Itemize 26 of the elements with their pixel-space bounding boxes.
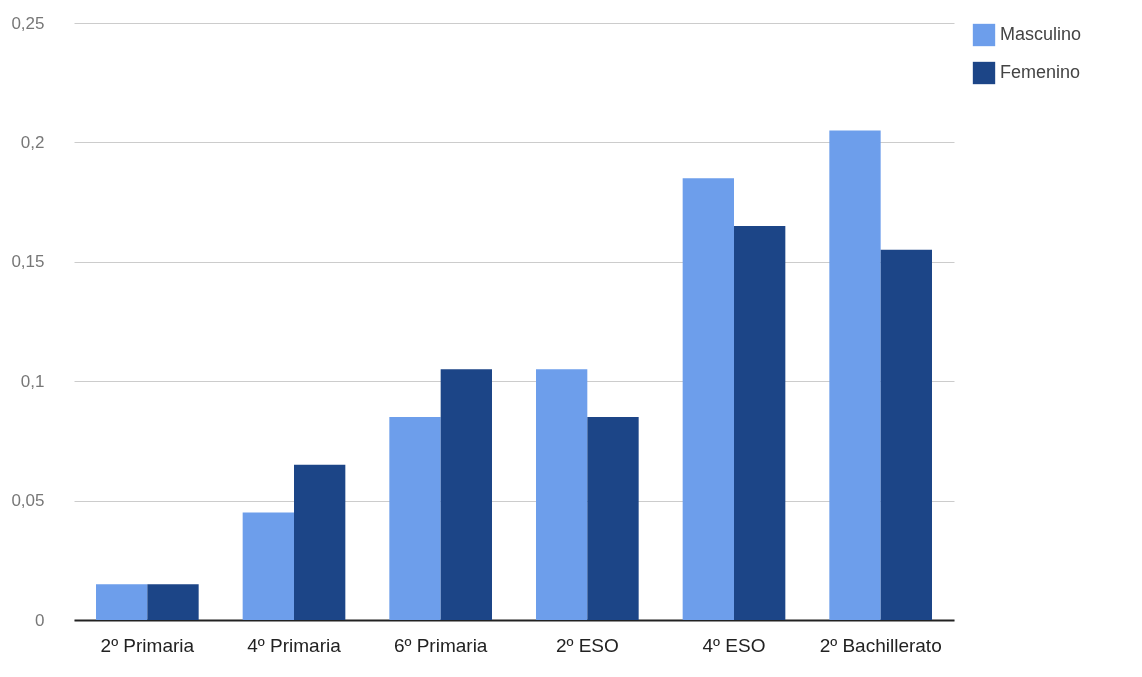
x-tick-label: 2º Bachillerato	[819, 634, 942, 656]
x-tick-label: 2º ESO	[555, 634, 619, 656]
bar	[734, 225, 786, 620]
y-tick-label: 0	[35, 610, 45, 630]
bar	[389, 417, 441, 620]
y-tick-label: 0,2	[20, 132, 45, 152]
y-tick-label: 0,1	[20, 371, 45, 391]
bar	[147, 584, 199, 620]
x-tick-label: 2º Primaria	[100, 634, 195, 656]
y-tick-label: 0,25	[11, 13, 45, 33]
bar	[536, 369, 588, 620]
legend-label: Femenino	[1000, 62, 1081, 82]
bar	[96, 584, 148, 620]
bar	[294, 464, 346, 620]
bar	[829, 130, 881, 620]
bar	[880, 249, 932, 620]
x-tick-label: 6º Primaria	[393, 634, 488, 656]
bar	[587, 417, 639, 620]
x-tick-label: 4º ESO	[702, 634, 766, 656]
bar	[440, 369, 492, 620]
y-tick-label: 0,15	[11, 252, 45, 272]
y-tick-label: 0,05	[11, 491, 45, 511]
legend-label: Masculino	[1000, 24, 1082, 44]
x-tick-label: 4º Primaria	[247, 634, 342, 656]
bar	[682, 178, 734, 620]
bar	[242, 512, 294, 620]
